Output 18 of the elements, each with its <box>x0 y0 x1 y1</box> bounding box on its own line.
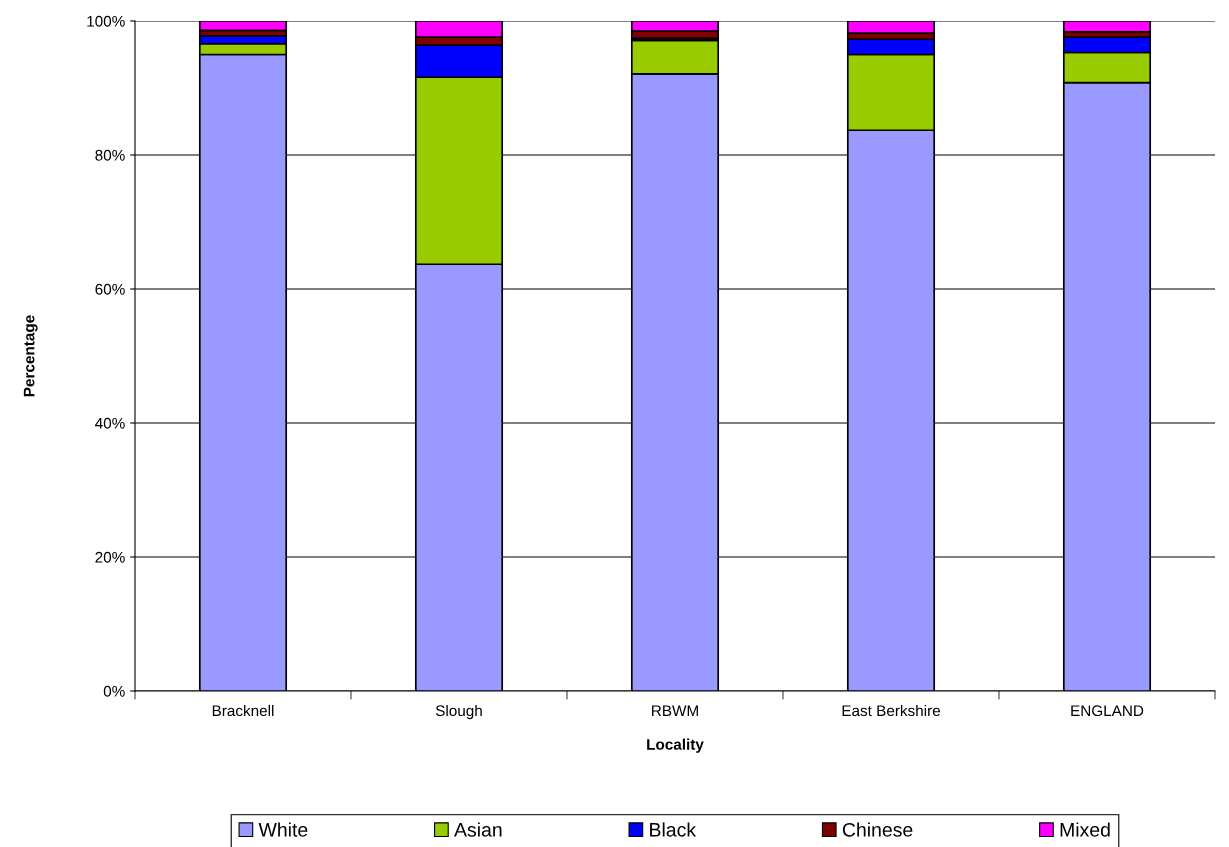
y-tick-label: 40% <box>95 417 125 429</box>
x-tick-label: RBWM <box>652 705 698 716</box>
y-tick-label: 20% <box>95 551 125 563</box>
x-tick-label: ENGLAND <box>1071 705 1144 717</box>
legend-label: White <box>258 822 308 837</box>
y-tick-label: 60% <box>95 283 125 295</box>
y-tick-label: 0% <box>103 685 125 697</box>
x-tick-label: East Berkshire <box>842 704 940 717</box>
legend-label: Asian <box>454 822 502 837</box>
y-tick-label: 80% <box>95 149 125 161</box>
legend-label: Chinese <box>842 822 913 837</box>
legend-label: Black <box>650 822 697 837</box>
x-axis-title: Locality <box>647 738 704 753</box>
y-tick-label: 100% <box>87 15 125 27</box>
y-axis-title: Percentage <box>23 315 38 397</box>
legend-label: Mixed <box>1060 822 1110 837</box>
x-tick-label: Bracknell <box>212 704 274 717</box>
x-tick-label: Slough <box>435 704 482 720</box>
